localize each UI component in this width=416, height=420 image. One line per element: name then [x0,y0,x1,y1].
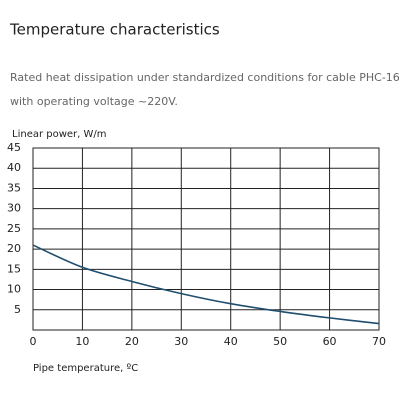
y-tick-label: 30 [7,202,21,215]
x-tick-label: 0 [30,335,37,348]
y-tick-label: 10 [7,283,21,296]
y-tick-label: 5 [14,303,21,316]
y-tick-label: 25 [7,222,21,235]
x-tick-label: 30 [174,335,188,348]
y-tick-label: 20 [7,242,21,255]
plot-frame [32,147,380,331]
y-tick-label: 40 [7,161,21,174]
description-line: Rated heat dissipation under standardize… [10,71,400,84]
description-line: with operating voltage ~220V. [10,95,178,108]
y-tick-label: 35 [7,181,21,194]
page-title: Temperature characteristics [9,21,220,39]
x-axis-label: Pipe temperature, ºC [33,363,138,374]
x-tick-label: 50 [273,335,287,348]
x-tick-label: 40 [224,335,238,348]
x-tick-label: 60 [323,335,337,348]
x-tick-label: 20 [125,335,139,348]
y-tick-label: 15 [7,262,21,275]
y-tick-label: 45 [7,141,21,154]
y-axis-label: Linear power, W/m [12,129,107,140]
data-line [32,244,380,325]
x-tick-label: 10 [75,335,89,348]
x-tick-label: 70 [372,335,386,348]
